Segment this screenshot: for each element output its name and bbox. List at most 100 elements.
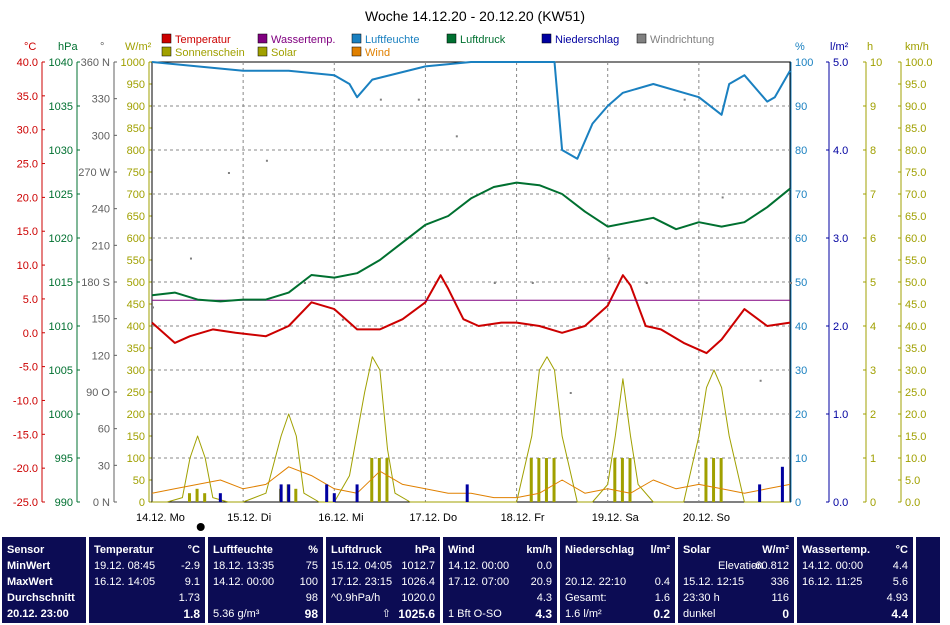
- winddir-point: [303, 282, 306, 284]
- axis-unit-solar: W/m²: [125, 41, 152, 53]
- sunshine-bar: [294, 488, 298, 502]
- press-min-value: 1012.7: [401, 560, 435, 572]
- chart-series: [151, 61, 792, 503]
- temp-current: 1.8: [183, 607, 200, 621]
- hum-avg: 98: [305, 592, 318, 604]
- day-labels: 14.12. Mo 15.12. Di 16.12. Mi 17.12. Do 18.1…: [136, 512, 730, 531]
- axis-tick-wind: 5.0: [905, 475, 920, 487]
- sunshine-bar: [529, 458, 533, 502]
- rain-bar: [332, 493, 336, 502]
- hum-max-time: 14.12. 00:00: [213, 576, 275, 588]
- legend-swatch-2: [351, 33, 362, 44]
- axis-tick-pressure: 1030: [49, 145, 73, 157]
- axis-tick-humidity: 90: [795, 101, 807, 113]
- axis-tick-solar: 600: [127, 233, 145, 245]
- legend-swatch-7: [257, 46, 268, 57]
- legend-swatch-8: [351, 46, 362, 57]
- axis-tick-wind: 55.0: [905, 255, 926, 267]
- series-temperatur-line: [151, 274, 791, 355]
- solar-sun-time: 23:30 h: [683, 592, 720, 604]
- axis-tick-solar: 1000: [121, 57, 145, 69]
- axis-unit-wind: km/h: [905, 41, 929, 53]
- winddir-point: [152, 306, 154, 309]
- stats-panel-wind: Wind km/h 14.12. 00:00 0.0 17.12. 07:00 20.…: [443, 537, 557, 623]
- sensor-row-min: MinWert: [7, 560, 51, 572]
- axis-tick-solar: 300: [127, 365, 145, 377]
- axis-tick-sun: 7: [870, 189, 876, 201]
- axis-tick-sun: 0: [870, 497, 876, 509]
- series-solar-line: [152, 356, 790, 503]
- axis-tick-winddir: 180 S: [81, 277, 110, 289]
- axis-tick-sun: 4: [870, 321, 876, 333]
- axis-unit-rain: l/m²: [830, 41, 849, 53]
- stats-panel-temperatur: Temperatur °C 19.12. 08:45 -2.9 16.12. 14:…: [89, 537, 205, 623]
- hum-current: 98: [304, 607, 318, 621]
- axis-tick-temp: -15.0: [13, 429, 38, 441]
- rain-current: 0.2: [653, 607, 670, 621]
- axis-tick-humidity: 60: [795, 233, 807, 245]
- axis-tick-sun: 6: [870, 233, 876, 245]
- axis-tick-wind: 65.0: [905, 211, 926, 223]
- axis-tick-sun: 2: [870, 409, 876, 421]
- axis-tick-solar: 850: [127, 123, 145, 135]
- water-max-time: 16.12. 11:25: [802, 576, 863, 588]
- axis-tick-solar: 550: [127, 255, 145, 267]
- temp-max-value: 9.1: [184, 576, 200, 588]
- axis-tick-rain: 3.0: [833, 233, 848, 245]
- axis-tick-wind: 25.0: [905, 387, 926, 399]
- sunshine-bar: [195, 488, 199, 502]
- axis-tick-solar: 800: [127, 145, 145, 157]
- solar-sun-value: 116: [771, 592, 789, 604]
- legend-swatch-3: [446, 33, 457, 44]
- wind-max-time: 17.12. 07:00: [448, 576, 510, 588]
- sunshine-bar: [712, 458, 716, 502]
- axis-tick-temp: -25.0: [13, 497, 38, 509]
- stats-panel-wassertemp: Wassertemp. °C 14.12. 00:00 4.4 16.12. 11:…: [797, 537, 913, 623]
- series-luftfeuchte-line: [151, 61, 791, 160]
- axis-tick-temp: 15.0: [17, 226, 38, 238]
- sensor-header: Sensor: [7, 544, 45, 556]
- axis-tick-sun: 8: [870, 145, 876, 157]
- hum-min-value: 75: [305, 560, 318, 572]
- press-unit: hPa: [414, 544, 435, 556]
- stats-panel-empty: [916, 537, 940, 623]
- rain-bar: [780, 466, 784, 502]
- winddir-point: [607, 257, 610, 260]
- hum-min-time: 18.12. 13:35: [213, 560, 275, 572]
- legend-label-0: Temperatur: [175, 34, 231, 46]
- axis-tick-sun: 5: [870, 277, 876, 289]
- rain-max-value: 0.4: [654, 576, 670, 588]
- press-max-time: 17.12. 23:15: [331, 576, 393, 588]
- axis-tick-humidity: 0: [795, 497, 801, 509]
- hum-unit: %: [308, 544, 318, 556]
- day-label: 19.12. Sa: [592, 512, 640, 524]
- axis-tick-winddir: 210: [92, 240, 110, 252]
- axis-tick-humidity: 40: [795, 321, 807, 333]
- sunshine-bar: [187, 493, 191, 502]
- wind-max-value: 20.9: [530, 576, 552, 588]
- axis-tick-humidity: 80: [795, 145, 807, 157]
- axis-tick-pressure: 1040: [49, 57, 73, 69]
- legend-label-5: Windrichtung: [650, 34, 714, 46]
- day-label: 18.12. Fr: [501, 512, 545, 524]
- axis-tick-pressure: 1035: [49, 101, 73, 113]
- press-current: 1025.6: [398, 607, 435, 621]
- axis-tick-winddir: 360 N: [81, 57, 110, 69]
- axis-tick-temp: 40.0: [17, 57, 38, 69]
- sensor-row-current: 20.12. 23:00: [7, 608, 69, 620]
- axis-tick-winddir: 0 N: [93, 497, 110, 509]
- rain-bar: [218, 493, 222, 502]
- axis-tick-wind: 75.0: [905, 167, 926, 179]
- axis-tick-wind: 0.0: [905, 497, 920, 509]
- day-label: 20.12. So: [683, 512, 730, 524]
- axis-tick-temp: 10.0: [17, 260, 38, 272]
- axis-tick-wind: 90.0: [905, 101, 926, 113]
- temp-min-time: 19.12. 08:45: [94, 560, 156, 572]
- rain-bar: [465, 484, 469, 502]
- solar-unit: W/m²: [762, 544, 789, 556]
- axis-tick-solar: 950: [127, 79, 145, 91]
- legend-label-1: Wassertemp.: [271, 34, 335, 46]
- rain-bar: [325, 484, 329, 502]
- axis-tick-pressure: 1020: [49, 233, 73, 245]
- axis-tick-wind: 10.0: [905, 453, 926, 465]
